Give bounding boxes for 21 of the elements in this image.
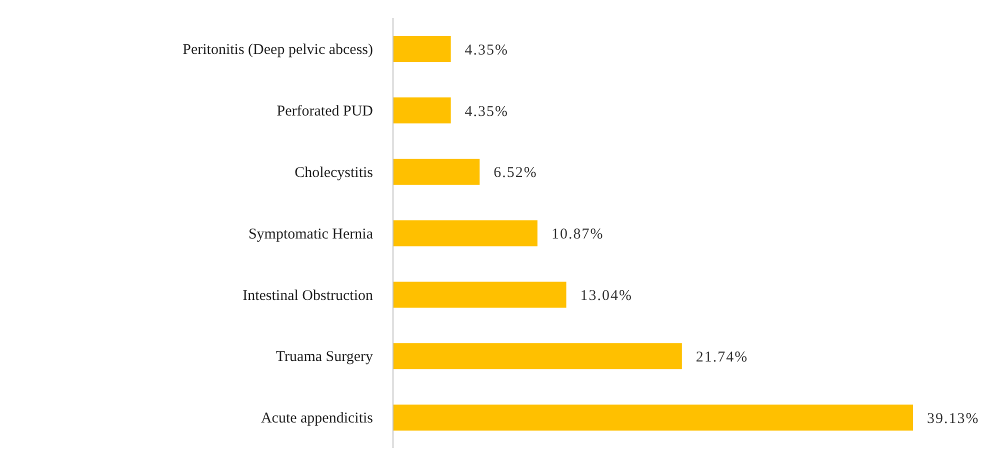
y-tick-label: Perforated PUD xyxy=(276,103,374,120)
y-tick-label: Symptomatic Hernia xyxy=(248,226,374,242)
bar xyxy=(393,343,682,370)
data-label: 6.52% xyxy=(494,165,538,182)
data-label: 21.74% xyxy=(696,349,748,366)
data-label: 13.04% xyxy=(580,288,633,304)
data-label: 10.87% xyxy=(551,226,604,243)
y-tick-label: Cholecystitis xyxy=(294,164,374,181)
data-label: 4.35% xyxy=(464,104,509,120)
bar xyxy=(393,282,566,308)
bar xyxy=(393,404,913,431)
bar xyxy=(393,158,480,185)
y-tick-label: Intestinal Obstruction xyxy=(242,288,374,304)
bar xyxy=(393,97,451,124)
data-label: 4.35% xyxy=(464,42,509,58)
y-tick-label: Truama Surgery xyxy=(276,349,374,366)
y-tick-label: Peritonitis (Deep pelvic abcess) xyxy=(182,42,373,58)
data-label: 39.13% xyxy=(927,410,980,427)
bar xyxy=(393,220,538,246)
bar xyxy=(393,36,451,62)
y-tick-label: Acute appendicitis xyxy=(260,410,374,427)
